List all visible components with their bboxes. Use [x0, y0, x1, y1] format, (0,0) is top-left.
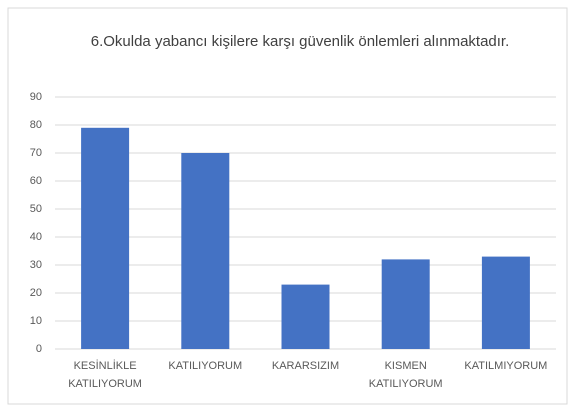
x-tick-label: KESİNLİKLE KATILIYORUM [68, 360, 142, 390]
y-tick-label: 60 [30, 175, 42, 187]
x-tick-label: KATILIYORUM [168, 360, 243, 372]
y-tick-label: 40 [30, 231, 42, 243]
y-tick-label: 70 [30, 147, 42, 159]
x-tick-label: KISMEN KATILIYORUM [368, 360, 443, 390]
y-tick-label: 90 [30, 91, 42, 103]
bar [81, 127, 130, 349]
y-tick-label: 80 [30, 119, 42, 131]
y-tick-label: 20 [30, 287, 42, 299]
y-tick-label: 10 [30, 315, 42, 327]
bar [181, 153, 230, 349]
bar [381, 259, 430, 349]
bar [481, 256, 530, 349]
bar [281, 284, 330, 349]
chart-title: 6.Okulda yabancı kişilere karşı güvenlik… [91, 33, 510, 50]
y-tick-label: 50 [30, 203, 42, 215]
x-tick-label: KARARSIZIM [271, 360, 340, 372]
x-tick-label: KATILMIYORUM [464, 360, 548, 372]
y-tick-label: 0 [36, 343, 42, 355]
y-tick-label: 30 [30, 259, 42, 271]
